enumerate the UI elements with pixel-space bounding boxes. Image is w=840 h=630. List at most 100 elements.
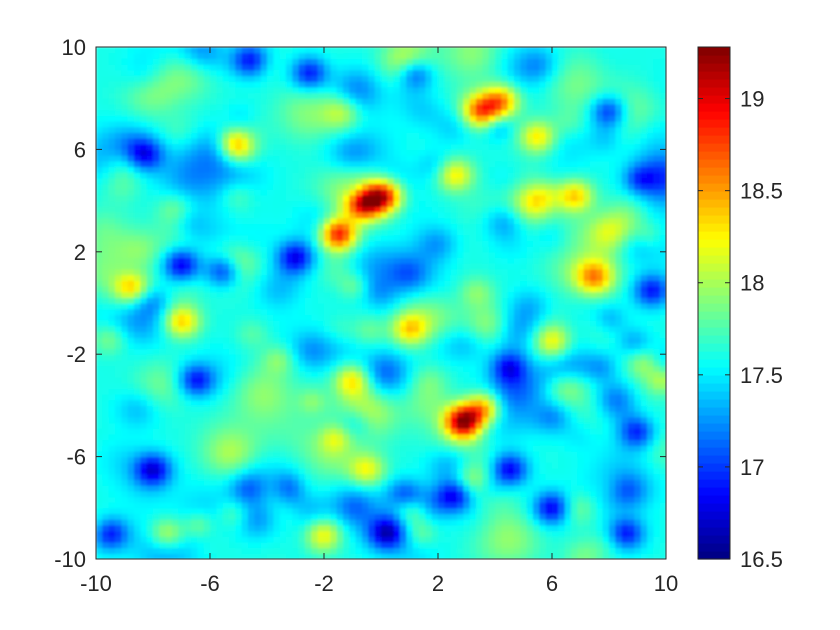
heatmap-cell xyxy=(514,445,521,452)
heatmap-cell xyxy=(564,388,572,395)
heatmap-cell xyxy=(343,297,350,304)
heatmap-cell xyxy=(558,297,566,304)
heatmap-cell xyxy=(134,445,141,452)
heatmap-cell xyxy=(552,467,559,475)
heatmap-cell xyxy=(501,297,509,304)
heatmap-cell xyxy=(146,416,154,424)
heatmap-cell xyxy=(488,439,496,446)
heatmap-cell xyxy=(235,337,243,344)
heatmap-cell xyxy=(336,303,344,310)
heatmap-cell xyxy=(634,251,642,259)
heatmap-cell xyxy=(634,507,642,515)
heatmap-cell xyxy=(324,257,331,264)
heatmap-cell xyxy=(628,467,635,475)
heatmap-cell xyxy=(488,502,496,509)
heatmap-cell xyxy=(526,405,534,412)
heatmap-cell xyxy=(362,337,369,344)
heatmap-cell xyxy=(235,496,243,503)
heatmap-cell xyxy=(406,320,414,327)
heatmap-cell xyxy=(602,308,610,315)
heatmap-cell xyxy=(241,462,249,469)
heatmap-cell xyxy=(191,291,198,298)
heatmap-cell xyxy=(146,541,154,549)
heatmap-cell xyxy=(571,439,578,446)
heatmap-cell xyxy=(457,348,464,355)
heatmap-cell xyxy=(368,371,376,378)
heatmap-cell xyxy=(545,257,553,264)
heatmap-cell xyxy=(121,462,129,469)
heatmap-cell xyxy=(577,507,585,515)
heatmap-cell xyxy=(564,399,572,406)
heatmap-cell xyxy=(469,394,477,401)
heatmap-cell xyxy=(647,246,654,253)
heatmap-cell xyxy=(140,320,148,327)
heatmap-cell xyxy=(222,291,230,298)
heatmap-cell xyxy=(349,280,357,287)
heatmap-cell xyxy=(457,320,464,327)
heatmap-cell xyxy=(108,541,116,549)
heatmap-cell xyxy=(172,348,179,355)
heatmap-cell xyxy=(615,530,623,537)
heatmap-cell xyxy=(533,274,540,281)
heatmap-cell xyxy=(596,394,604,401)
heatmap-cell xyxy=(317,342,325,350)
heatmap-cell xyxy=(634,280,642,287)
heatmap-cell xyxy=(343,553,350,559)
heatmap-cell xyxy=(400,519,407,526)
heatmap-cell xyxy=(267,342,274,350)
heatmap-cell xyxy=(229,297,236,304)
heatmap-cell xyxy=(317,382,325,389)
heatmap-cell xyxy=(647,490,654,498)
heatmap-cell xyxy=(501,331,509,338)
heatmap-cell xyxy=(165,376,173,384)
heatmap-cell xyxy=(647,320,654,327)
heatmap-cell xyxy=(153,411,160,418)
heatmap-cell xyxy=(191,445,198,452)
heatmap-cell xyxy=(197,502,205,509)
heatmap-cell xyxy=(444,439,452,446)
heatmap-cell xyxy=(184,513,192,520)
heatmap-cell xyxy=(419,342,426,350)
heatmap-cell xyxy=(526,342,534,350)
heatmap-cell xyxy=(286,251,293,259)
heatmap-cell xyxy=(362,257,369,264)
heatmap-cell xyxy=(349,519,357,526)
heatmap-cell xyxy=(602,325,610,333)
heatmap-cell xyxy=(640,411,648,418)
heatmap-cell xyxy=(621,547,629,554)
heatmap-cell xyxy=(159,376,167,384)
heatmap-cell xyxy=(539,246,547,253)
heatmap-cell xyxy=(317,411,325,418)
heatmap-cell xyxy=(127,502,135,509)
heatmap-cell xyxy=(514,280,521,287)
heatmap-cell xyxy=(476,502,483,509)
heatmap-cell xyxy=(507,496,515,503)
heatmap-cell xyxy=(621,337,629,344)
heatmap-cell xyxy=(317,422,325,429)
heatmap-cell xyxy=(229,547,236,554)
heatmap-cell xyxy=(609,433,616,441)
heatmap-cell xyxy=(571,479,578,486)
heatmap-cell xyxy=(102,445,110,452)
heatmap-cell xyxy=(159,496,167,503)
heatmap-cell xyxy=(115,268,122,276)
heatmap-cell xyxy=(184,320,192,327)
heatmap-cell xyxy=(653,382,661,389)
heatmap-cell xyxy=(248,530,255,537)
heatmap-cell xyxy=(482,428,490,435)
heatmap-cell xyxy=(336,541,344,549)
heatmap-cell xyxy=(488,285,496,293)
heatmap-cell xyxy=(539,297,547,304)
heatmap-cell xyxy=(222,280,230,287)
heatmap-cell xyxy=(159,359,167,367)
heatmap-cell xyxy=(539,303,547,310)
heatmap-cell xyxy=(197,450,205,458)
heatmap-cell xyxy=(419,382,426,389)
heatmap-cell xyxy=(552,285,559,293)
heatmap-cell xyxy=(526,303,534,310)
heatmap-cell xyxy=(140,479,148,486)
heatmap-cell xyxy=(558,399,566,406)
heatmap-cell xyxy=(539,365,547,372)
heatmap-cell xyxy=(621,433,629,441)
heatmap-cell xyxy=(115,359,122,367)
